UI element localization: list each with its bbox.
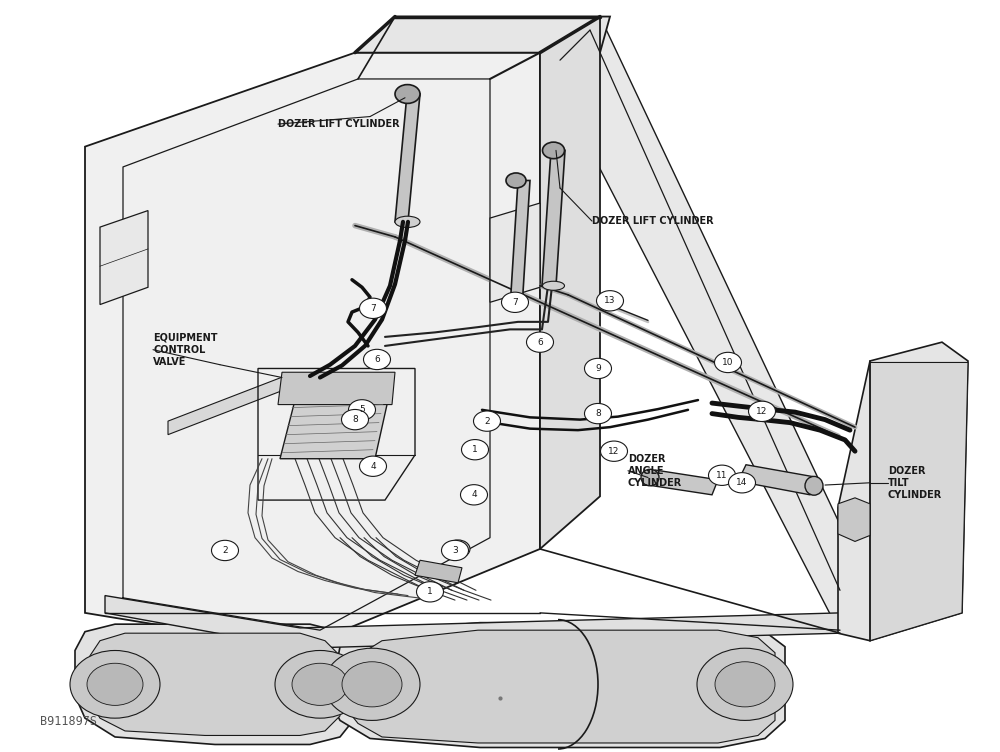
Circle shape [446,540,470,558]
Polygon shape [355,17,610,53]
Text: 1: 1 [427,587,433,596]
Polygon shape [345,630,775,743]
Ellipse shape [395,84,420,103]
Ellipse shape [542,142,564,159]
Text: 9: 9 [595,364,601,373]
Text: 7: 7 [512,298,518,307]
Polygon shape [540,17,600,549]
Polygon shape [838,342,968,641]
Polygon shape [280,400,388,459]
Circle shape [360,299,386,319]
Circle shape [714,352,742,372]
Text: EQUIPMENT
CONTROL
VALVE: EQUIPMENT CONTROL VALVE [153,332,218,367]
Text: 6: 6 [374,355,380,364]
Polygon shape [415,560,462,583]
Ellipse shape [506,173,526,188]
Text: 12: 12 [608,447,620,456]
Polygon shape [648,470,718,495]
Text: 4: 4 [471,490,477,499]
Polygon shape [510,180,530,308]
Circle shape [360,456,386,477]
Text: 1: 1 [472,445,478,454]
Polygon shape [90,633,340,735]
Circle shape [502,293,528,313]
Circle shape [342,409,368,429]
Ellipse shape [641,469,659,486]
Text: DOZER
ANGLE
CYLINDER: DOZER ANGLE CYLINDER [628,453,682,488]
Circle shape [292,663,348,705]
Polygon shape [490,203,540,302]
Circle shape [748,402,776,421]
Text: 4: 4 [370,462,376,471]
Circle shape [416,582,444,602]
Polygon shape [278,372,395,405]
Circle shape [342,662,402,707]
Text: 14: 14 [736,478,748,487]
Text: DOZER
TILT
CYLINDER: DOZER TILT CYLINDER [888,465,942,500]
Circle shape [526,332,554,352]
Text: 12: 12 [756,407,768,416]
Text: 2: 2 [222,546,228,555]
Circle shape [596,291,624,311]
Circle shape [462,439,488,459]
Text: 3: 3 [452,546,458,555]
Circle shape [442,540,468,561]
Polygon shape [870,362,968,641]
Circle shape [715,662,775,707]
Circle shape [324,648,420,720]
Ellipse shape [395,217,420,227]
Polygon shape [395,94,420,222]
Circle shape [275,650,365,718]
Polygon shape [838,498,870,541]
Polygon shape [738,465,818,495]
Ellipse shape [805,477,823,496]
Circle shape [600,441,628,461]
Text: 13: 13 [604,296,616,305]
Polygon shape [105,596,840,648]
Text: 2: 2 [484,417,490,426]
Text: 8: 8 [352,415,358,424]
Circle shape [708,465,736,486]
Circle shape [70,650,160,718]
Circle shape [364,349,390,369]
Circle shape [460,485,488,505]
Polygon shape [85,53,540,648]
Circle shape [474,411,501,432]
Polygon shape [100,211,148,305]
Text: DOZER LIFT CYLINDER: DOZER LIFT CYLINDER [278,119,400,129]
Polygon shape [542,150,565,286]
Text: 7: 7 [370,304,376,313]
Polygon shape [540,17,870,633]
Ellipse shape [542,281,564,290]
Text: B911897S: B911897S [40,715,97,728]
Circle shape [728,473,756,493]
Circle shape [584,359,612,379]
Text: 10: 10 [722,358,734,367]
Circle shape [584,403,612,423]
Polygon shape [75,624,355,744]
Text: 6: 6 [537,338,543,347]
Polygon shape [168,376,285,435]
Circle shape [349,400,376,420]
Circle shape [212,540,239,561]
Circle shape [697,648,793,720]
Circle shape [87,663,143,705]
Polygon shape [330,623,785,747]
Text: DOZER LIFT CYLINDER: DOZER LIFT CYLINDER [592,216,714,226]
Text: 11: 11 [716,471,728,480]
Text: 5: 5 [359,405,365,414]
Text: 8: 8 [595,409,601,418]
